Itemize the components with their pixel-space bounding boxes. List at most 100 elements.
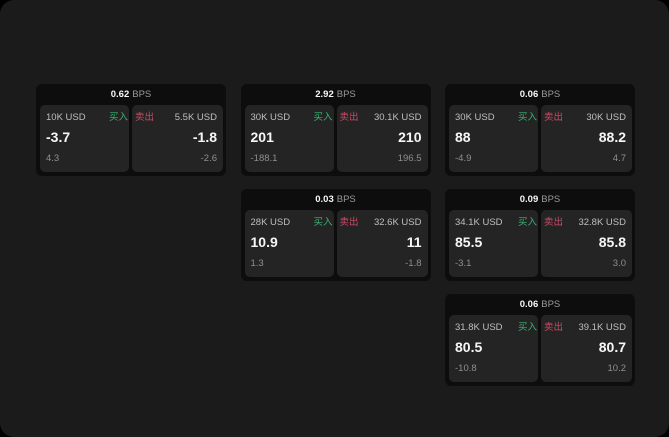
sell-side-label: 卖出	[339, 217, 359, 228]
buy-sub-value: -188.1	[250, 153, 278, 164]
quote-card-body: 30K USD 买入 88 -4.9 卖出 30K USD 88.2 4.7	[445, 105, 635, 176]
buy-panel[interactable]: 34.1K USD 买入 85.5 -3.1	[449, 210, 538, 277]
buy-panel-top: 34.1K USD 买入	[455, 217, 537, 229]
sell-side-label: 卖出	[544, 217, 564, 228]
spread-unit: BPS	[132, 89, 152, 100]
buy-panel[interactable]: 30K USD 买入 88 -4.9	[449, 105, 538, 172]
sell-size-label: 39.1K USD	[578, 322, 626, 333]
sell-size-label: 32.8K USD	[578, 217, 626, 228]
sell-side-label: 卖出	[544, 322, 564, 333]
buy-side-label: 买入	[517, 112, 537, 123]
spread-header: 0.09 BPS	[445, 189, 635, 210]
buy-price: 10.9	[250, 234, 278, 250]
sell-size-label: 5.5K USD	[174, 112, 217, 123]
spread-header: 0.06 BPS	[445, 294, 635, 315]
buy-size-label: 28K USD	[250, 217, 291, 228]
buy-sub-value: 1.3	[250, 258, 264, 269]
buy-side-label: 买入	[108, 112, 128, 123]
buy-price: -3.7	[46, 129, 71, 145]
spread-unit: BPS	[336, 194, 356, 205]
sell-sub-value: 10.2	[607, 363, 627, 374]
quote-card-body: 34.1K USD 买入 85.5 -3.1 卖出 32.8K USD 85.8…	[445, 210, 635, 281]
buy-size-label: 30K USD	[455, 112, 495, 123]
quote-card-body: 10K USD 买入 -3.7 4.3 卖出 5.5K USD -1.8 -2.…	[36, 105, 226, 176]
quote-card-body: 30K USD 买入 201 -188.1 卖出 30.1K USD 210 1…	[241, 105, 431, 176]
buy-sub-value: -10.8	[455, 363, 477, 374]
spread-value: 2.92	[315, 89, 334, 100]
sell-price: 88.2	[598, 129, 626, 145]
sell-price: 210	[398, 129, 422, 145]
quote-card: 0.09 BPS 34.1K USD 买入 85.5 -3.1 卖出 32.8K…	[445, 189, 635, 281]
buy-price: 80.5	[455, 339, 483, 355]
spread-value: 0.06	[519, 299, 539, 310]
buy-side-label: 买入	[517, 322, 537, 333]
spread-header: 0.62 BPS	[36, 84, 226, 105]
sell-side-label: 卖出	[339, 112, 359, 123]
sell-sub-value: -2.6	[200, 153, 217, 164]
buy-panel-top: 30K USD 买入	[251, 112, 333, 124]
sell-sub-value: 4.7	[612, 153, 626, 164]
sell-panel[interactable]: 卖出 32.6K USD 11 -1.8	[336, 210, 428, 277]
buy-size-label: 34.1K USD	[455, 217, 503, 228]
sell-panel-top: 卖出 30K USD	[544, 112, 626, 124]
buy-panel-top: 31.8K USD 买入	[455, 322, 537, 334]
buy-panel-top: 30K USD 买入	[455, 112, 537, 124]
buy-side-label: 买入	[313, 217, 333, 228]
sell-side-label: 卖出	[544, 112, 564, 123]
quote-card-body: 28K USD 买入 10.9 1.3 卖出 32.6K USD 11 -1.8	[241, 210, 431, 281]
spread-header: 0.06 BPS	[445, 84, 635, 105]
buy-panel[interactable]: 30K USD 买入 201 -188.1	[244, 105, 334, 172]
buy-panel-top: 10K USD 买入	[46, 112, 128, 124]
buy-price: 88	[455, 129, 471, 145]
spread-unit: BPS	[541, 299, 561, 310]
buy-panel-top: 28K USD 买入	[251, 217, 333, 229]
buy-panel[interactable]: 31.8K USD 买入 80.5 -10.8	[449, 315, 538, 382]
quote-card: 0.03 BPS 28K USD 买入 10.9 1.3 卖出 32.6K US…	[240, 189, 431, 281]
quote-card: 0.06 BPS 30K USD 买入 88 -4.9 卖出 30K USD	[445, 84, 635, 176]
sell-price: 85.8	[598, 234, 626, 250]
sell-sub-value: 3.0	[612, 258, 626, 269]
buy-panel[interactable]: 28K USD 买入 10.9 1.3	[244, 210, 334, 277]
sell-panel[interactable]: 卖出 30.1K USD 210 196.5	[336, 105, 428, 172]
sell-price: 11	[406, 234, 422, 250]
sell-panel[interactable]: 卖出 5.5K USD -1.8 -2.6	[132, 105, 223, 172]
spread-value: 0.06	[519, 89, 539, 100]
sell-panel-top: 卖出 5.5K USD	[135, 112, 217, 124]
spread-unit: BPS	[541, 89, 561, 100]
buy-size-label: 10K USD	[46, 112, 86, 123]
quote-card: 0.06 BPS 31.8K USD 买入 80.5 -10.8 卖出 39.1…	[445, 294, 635, 386]
spread-value: 0.09	[519, 194, 539, 205]
buy-panel[interactable]: 10K USD 买入 -3.7 4.3	[40, 105, 129, 172]
sell-panel[interactable]: 卖出 30K USD 88.2 4.7	[541, 105, 632, 172]
quote-grid: 0.62 BPS 10K USD 买入 -3.7 4.3 卖出 5.5K USD	[36, 84, 635, 386]
buy-size-label: 31.8K USD	[455, 322, 503, 333]
spread-unit: BPS	[541, 194, 561, 205]
sell-sub-value: 196.5	[397, 153, 422, 164]
sell-size-label: 30.1K USD	[373, 112, 422, 123]
buy-sub-value: -3.1	[455, 258, 472, 269]
sell-side-label: 卖出	[135, 112, 155, 123]
buy-sub-value: 4.3	[46, 153, 60, 164]
sell-price: -1.8	[192, 129, 217, 145]
buy-side-label: 买入	[517, 217, 537, 228]
sell-panel-top: 卖出 39.1K USD	[544, 322, 626, 334]
spread-header: 0.03 BPS	[241, 189, 431, 210]
sell-panel-top: 卖出 30.1K USD	[340, 112, 422, 124]
spread-value: 0.03	[315, 194, 334, 205]
buy-sub-value: -4.9	[455, 153, 472, 164]
quote-card: 2.92 BPS 30K USD 买入 201 -188.1 卖出 30.1K …	[240, 84, 431, 176]
spread-header: 2.92 BPS	[241, 84, 431, 105]
buy-price: 85.5	[455, 234, 483, 250]
sell-size-label: 30K USD	[586, 112, 626, 123]
quote-card-body: 31.8K USD 买入 80.5 -10.8 卖出 39.1K USD 80.…	[445, 315, 635, 386]
buy-price: 201	[250, 129, 274, 145]
sell-panel[interactable]: 卖出 39.1K USD 80.7 10.2	[541, 315, 632, 382]
sell-price: 80.7	[598, 339, 626, 355]
quote-card: 0.62 BPS 10K USD 买入 -3.7 4.3 卖出 5.5K USD	[36, 84, 226, 176]
sell-size-label: 32.6K USD	[373, 217, 422, 228]
sell-panel-top: 卖出 32.6K USD	[340, 217, 422, 229]
sell-sub-value: -1.8	[405, 258, 422, 269]
buy-size-label: 30K USD	[250, 112, 291, 123]
sell-panel[interactable]: 卖出 32.8K USD 85.8 3.0	[541, 210, 632, 277]
